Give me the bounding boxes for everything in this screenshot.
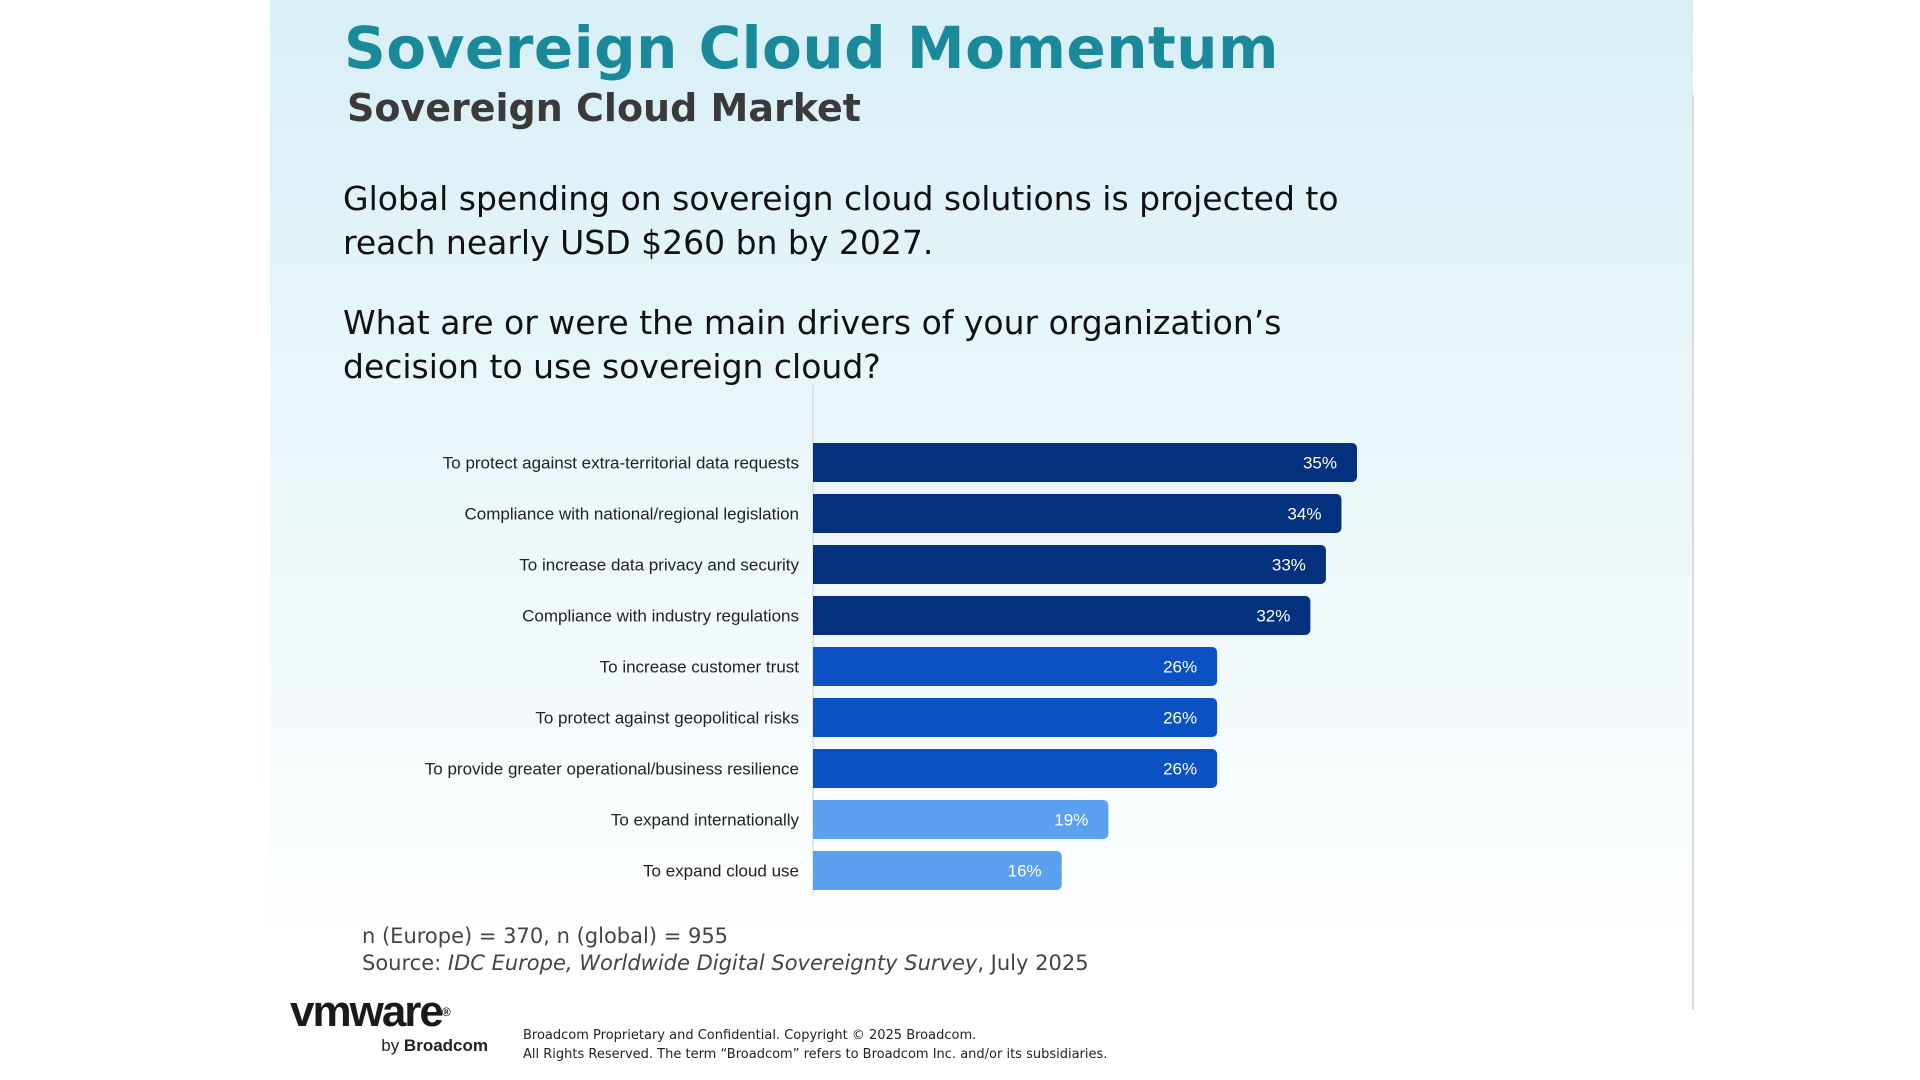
bar-value-label: 19% [1054,811,1088,830]
bar-left-edge [813,494,821,533]
bar [813,647,1218,686]
source-note: Source: IDC Europe, Worldwide Digital So… [362,951,1089,975]
category-label: To increase customer trust [600,658,800,677]
category-label: To protect against extra-territorial dat… [443,454,799,473]
category-label: To provide greater operational/business … [425,760,799,779]
bar-left-edge [813,800,821,839]
bar-value-label: 16% [1008,862,1042,881]
slide-right-border [1692,95,1694,1010]
bar [813,443,1357,482]
legal-line-2: All Rights Reserved. The term “Broadcom”… [523,1047,1108,1062]
bar-left-edge [813,596,821,635]
logo-brand: Broadcom [403,1036,488,1055]
bar-left-edge [813,749,821,788]
bar-left-edge [813,698,821,737]
bar-left-edge [813,851,821,890]
category-label: Compliance with national/regional legisl… [464,505,799,524]
legal-notice: Broadcom Proprietary and Confidential. C… [523,1026,1107,1064]
bar-value-label: 26% [1163,760,1197,779]
bar [813,800,1109,839]
bar-value-label: 34% [1287,505,1321,524]
category-label: To expand cloud use [643,862,799,881]
category-label: To expand internationally [611,811,800,830]
logo-byline: by Broadcom [290,1036,500,1056]
bar [813,851,1062,890]
category-label: To protect against geopolitical risks [535,709,799,728]
logo-wordmark-text: vmware [290,987,444,1036]
bar-left-edge [813,647,821,686]
bar [813,749,1218,788]
bar-left-edge [813,443,821,482]
bar-value-label: 32% [1256,607,1290,626]
bar-value-label: 33% [1272,556,1306,575]
slide-subtitle: Sovereign Cloud Market [347,86,861,130]
bar [813,545,1326,584]
source-prefix: Source: [362,951,448,975]
legal-line-1: Broadcom Proprietary and Confidential. C… [523,1028,977,1043]
sample-size-note: n (Europe) = 370, n (global) = 955 [362,924,729,948]
bar-left-edge [813,545,821,584]
bar [813,494,1342,533]
headline-spending: Global spending on sovereign cloud solut… [343,179,1339,262]
bar [813,698,1218,737]
category-label: To increase data privacy and security [519,556,799,575]
logo-by: by [381,1036,404,1055]
bar-value-label: 35% [1303,454,1337,473]
bar-value-label: 26% [1163,658,1197,677]
bar [813,596,1311,635]
slide: Sovereign Cloud Momentum Sovereign Cloud… [270,0,1693,1080]
headline-question: What are or were the main drivers of you… [343,303,1282,386]
source-title: IDC Europe, Worldwide Digital Sovereignt… [447,951,978,975]
bar-value-label: 26% [1163,709,1197,728]
slide-title: Sovereign Cloud Momentum [344,14,1279,82]
logo-registered-mark: ® [441,1005,451,1019]
logo-wordmark: vmware® [290,990,500,1034]
drivers-bar-chart: To protect against extra-territorial dat… [425,385,1357,895]
source-suffix: , July 2025 [977,951,1089,975]
category-label: Compliance with industry regulations [522,607,799,626]
vmware-by-broadcom-logo: vmware® by Broadcom [290,990,500,1056]
